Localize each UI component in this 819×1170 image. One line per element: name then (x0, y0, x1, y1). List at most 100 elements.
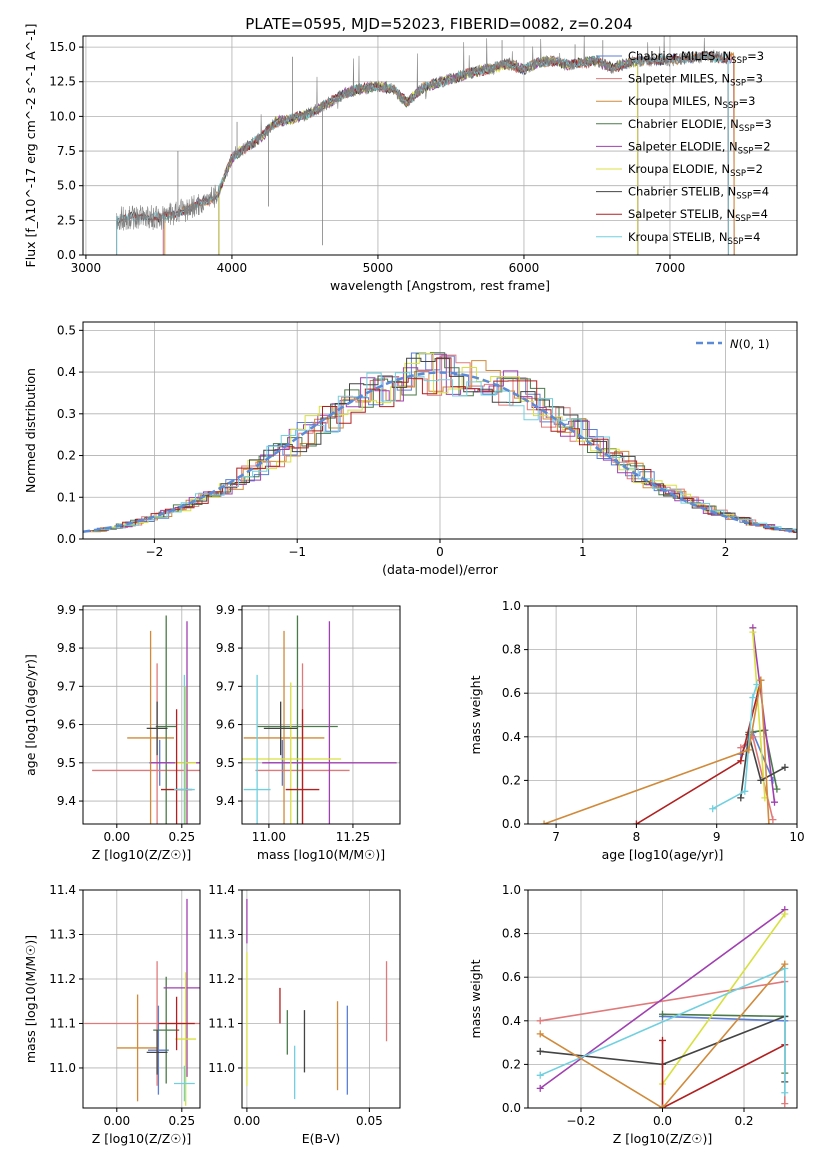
x-tick-label: 10 (789, 830, 804, 844)
plot-area-age-vs-Z (92, 615, 200, 824)
weight-marker (781, 763, 789, 771)
y-tick-label: 9.7 (216, 679, 235, 693)
y-tick-label: 15.0 (49, 40, 76, 54)
x-tick-label: 2 (722, 545, 730, 559)
y-tick-label: 0.1 (57, 490, 76, 504)
y-tick-label: 1.0 (502, 599, 521, 613)
y-tick-label: 9.9 (216, 603, 235, 617)
x-tick-label: 0.00 (234, 1114, 261, 1128)
y-tick-label: 0.4 (502, 1014, 521, 1028)
weight-line (662, 1015, 785, 1022)
x-axis-label: Z [log10(Z/Z☉)] (92, 1131, 192, 1146)
weight-line (712, 684, 758, 810)
x-axis-label: age [log10(age/yr)] (602, 847, 724, 862)
weight-marker (632, 820, 640, 824)
weight-line (543, 679, 770, 824)
axes-frame (527, 605, 798, 825)
axes-age-vs-mass (242, 606, 400, 824)
x-tick-label: 0 (436, 545, 444, 559)
weight-line (752, 627, 776, 803)
y-axis-label: mass [log10(M/M☉)] (23, 935, 38, 1063)
frame-mass-vs-EBV: 0.00 0.05 11.0 11.1 11.2 11.3 11.4 E(B-V) (208, 883, 401, 1146)
y-tick-label: 9.7 (57, 679, 76, 693)
weight-line (539, 963, 786, 1108)
y-tick-label: 0.0 (57, 248, 76, 262)
weight-marker (536, 1017, 544, 1025)
legend-label: Kroupa ELODIE, NSSP=2 (628, 162, 763, 179)
legend-label: Salpeter STELIB, NSSP=4 (628, 207, 768, 224)
weight-marker (781, 1089, 789, 1097)
y-tick-label: 0.4 (57, 365, 76, 379)
y-tick-label: 11.0 (208, 1061, 235, 1075)
y-tick-label: 0.5 (57, 323, 76, 337)
frame-age-vs-mass: 11.00 11.25 9.4 9.5 9.6 9.7 9.8 9.9 mass [log10(… (216, 603, 401, 862)
histogram-step (86, 360, 797, 533)
y-tick-label: 9.9 (57, 603, 76, 617)
y-tick-label: 12.5 (49, 75, 76, 89)
x-tick-label: 0.0 (653, 1114, 672, 1128)
weight-marker (540, 820, 548, 824)
x-tick-label: 3000 (71, 261, 102, 275)
frame-weight-vs-age: 7 8 9 10 0.0 0.2 0.4 0.6 0.8 1.0 age [log10(age/yr… (468, 599, 805, 862)
weight-marker (781, 960, 789, 968)
y-tick-label: 11.1 (208, 1016, 235, 1030)
y-tick-label: 0.8 (502, 927, 521, 941)
y-tick-label: 0.6 (502, 686, 521, 700)
y-tick-label: 9.8 (216, 641, 235, 655)
legend-label: Salpeter ELODIE, NSSP=2 (628, 139, 771, 156)
weight-marker (749, 694, 757, 702)
plot-area-mass-vs-Z (84, 898, 200, 1106)
y-tick-label: 11.1 (49, 1016, 76, 1030)
histogram-step (90, 353, 797, 533)
y-axis-label: age [log10(age/yr)] (23, 654, 38, 776)
data-spectrum-line (116, 36, 729, 231)
weight-marker (757, 676, 765, 684)
weight-marker (536, 1047, 544, 1055)
axes-residuals (83, 322, 797, 540)
x-tick-label: 0.00 (103, 1114, 130, 1128)
y-tick-label: 9.6 (57, 718, 76, 732)
plot-layer: 3000 4000 5000 6000 70000.02.55.07.510.012.5… (23, 24, 805, 1146)
y-tick-label: 11.3 (49, 927, 76, 941)
y-tick-label: 11.4 (49, 883, 76, 897)
y-tick-label: 9.5 (216, 756, 235, 770)
y-tick-label: 5.0 (57, 179, 76, 193)
y-tick-label: 11.3 (208, 927, 235, 941)
legend-label: Kroupa STELIB, NSSP=4 (628, 230, 760, 247)
axes-spectrum (83, 36, 797, 256)
plot-area-age-vs-mass (242, 615, 397, 824)
y-tick-label: 0.0 (57, 532, 76, 546)
x-tick-label: 4000 (217, 261, 248, 275)
weight-marker (737, 794, 745, 802)
normal-curve (83, 371, 797, 533)
axes-frame (82, 605, 201, 825)
axes-age-vs-Z (83, 606, 200, 824)
y-tick-label: 9.4 (216, 794, 235, 808)
plot-area-weight-vs-Z (536, 906, 789, 1108)
weight-marker (753, 680, 761, 688)
weight-marker (781, 910, 789, 918)
x-tick-label: 11.25 (336, 830, 370, 844)
legend-label: Chabrier MILES, NSSP=3 (628, 49, 764, 66)
y-tick-label: 1.0 (502, 883, 521, 897)
x-tick-label: 0.05 (356, 1114, 383, 1128)
weight-marker (536, 1071, 544, 1079)
x-tick-label: −1 (288, 545, 306, 559)
x-axis-label: (data-model)/error (382, 562, 499, 577)
x-axis-label: Z [log10(Z/Z☉)] (613, 1131, 713, 1146)
axes-frame (241, 889, 401, 1109)
x-tick-label: 11.00 (252, 830, 286, 844)
x-tick-label: 6000 (509, 261, 540, 275)
x-tick-label: −2 (146, 545, 164, 559)
histogram-step (95, 372, 797, 532)
y-tick-label: 9.6 (216, 718, 235, 732)
x-axis-label: wavelength [Angstrom, rest frame] (330, 278, 550, 293)
x-axis-label: E(B-V) (302, 1131, 341, 1146)
weight-marker (769, 816, 777, 824)
weight-marker (749, 628, 757, 636)
weight-marker (757, 776, 765, 784)
weight-marker (771, 798, 779, 806)
axes-mass-vs-Z (83, 889, 200, 1108)
weight-marker (737, 757, 745, 765)
